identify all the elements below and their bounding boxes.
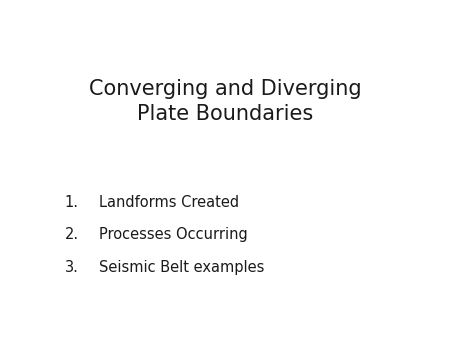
Text: 3.: 3. xyxy=(65,260,79,274)
Text: 1.: 1. xyxy=(65,195,79,210)
Text: Converging and Diverging
Plate Boundaries: Converging and Diverging Plate Boundarie… xyxy=(89,79,361,124)
Text: Processes Occurring: Processes Occurring xyxy=(99,227,248,242)
Text: 2.: 2. xyxy=(65,227,79,242)
Text: Seismic Belt examples: Seismic Belt examples xyxy=(99,260,265,274)
Text: Landforms Created: Landforms Created xyxy=(99,195,239,210)
